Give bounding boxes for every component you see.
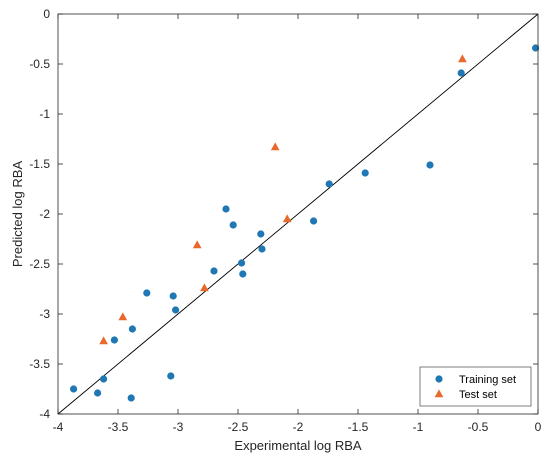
test-point — [200, 283, 209, 292]
legend-training-label: Training set — [459, 374, 516, 386]
x-axis-label: Experimental log RBA — [234, 438, 361, 453]
x-tick-label: 0 — [535, 420, 542, 434]
test-point — [99, 336, 108, 345]
test-point — [192, 240, 202, 249]
test-point — [118, 312, 128, 321]
data-points — [70, 44, 540, 402]
legend-box — [419, 366, 532, 407]
training-point — [94, 389, 102, 397]
test-point — [282, 214, 292, 223]
y-tick-label: -3.5 — [29, 357, 50, 371]
x-tick-label: -2 — [293, 420, 304, 434]
training-point — [100, 375, 108, 383]
y-tick-label: -2 — [39, 207, 50, 221]
training-point — [143, 289, 151, 297]
x-tick-label: -1.5 — [348, 420, 369, 434]
training-point — [426, 161, 434, 169]
y-tick-label: -1.5 — [29, 157, 50, 171]
training-point — [457, 69, 465, 77]
y-axis-label: Predicted log RBA — [10, 161, 25, 268]
training-point — [210, 267, 218, 275]
training-point — [325, 180, 333, 188]
y-tick-label: -1 — [39, 107, 50, 121]
y-tick-label: 0 — [43, 7, 50, 21]
training-point — [361, 169, 369, 177]
x-tick-label: -3 — [173, 420, 184, 434]
training-point — [257, 230, 265, 238]
identity-line — [57, 13, 539, 415]
training-point — [127, 394, 135, 402]
training-point — [167, 372, 175, 380]
training-point — [110, 336, 118, 344]
legend-test-marker — [434, 389, 444, 398]
legend-training-marker — [435, 375, 443, 383]
legend-test-label: Test set — [459, 389, 497, 401]
training-point — [172, 306, 180, 314]
x-tick-label: -3.5 — [108, 420, 129, 434]
training-point — [222, 205, 230, 213]
legend: Training set Test set — [419, 366, 532, 407]
training-point — [70, 385, 78, 393]
x-tick-label: -2.5 — [228, 420, 249, 434]
x-tick-label: -4 — [53, 420, 64, 434]
axis-ticks — [57, 13, 539, 415]
y-tick-label: -2.5 — [29, 257, 50, 271]
y-tick-label: -0.5 — [29, 57, 50, 71]
y-tick-label: -3 — [39, 307, 50, 321]
training-point — [532, 44, 540, 52]
training-point — [239, 270, 247, 278]
x-tick-label: -0.5 — [468, 420, 489, 434]
training-point — [238, 259, 246, 267]
test-point — [458, 54, 467, 63]
x-tick-labels: -4 -3.5 -3 -2.5 -2 -1.5 -1 -0.5 0 — [53, 420, 542, 434]
training-point — [229, 221, 237, 229]
training-point — [310, 217, 318, 225]
x-tick-label: -1 — [413, 420, 424, 434]
training-point — [258, 245, 266, 253]
training-point — [128, 325, 136, 333]
y-tick-labels: -4 -3.5 -3 -2.5 -2 -1.5 -1 -0.5 0 — [29, 7, 50, 421]
y-tick-label: -4 — [39, 407, 50, 421]
training-point — [169, 292, 177, 300]
test-point — [270, 142, 280, 151]
